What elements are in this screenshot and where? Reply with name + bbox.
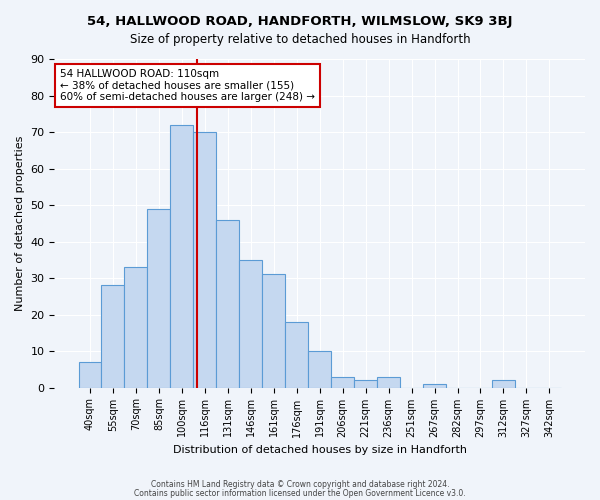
Bar	[331, 376, 354, 388]
Bar	[423, 384, 446, 388]
Bar	[101, 286, 124, 388]
Bar	[124, 267, 148, 388]
Bar	[170, 124, 193, 388]
Bar	[79, 362, 101, 388]
Text: Contains public sector information licensed under the Open Government Licence v3: Contains public sector information licen…	[134, 490, 466, 498]
Text: 54, HALLWOOD ROAD, HANDFORTH, WILMSLOW, SK9 3BJ: 54, HALLWOOD ROAD, HANDFORTH, WILMSLOW, …	[87, 15, 513, 28]
X-axis label: Distribution of detached houses by size in Handforth: Distribution of detached houses by size …	[173, 445, 467, 455]
Y-axis label: Number of detached properties: Number of detached properties	[15, 136, 25, 311]
Text: Size of property relative to detached houses in Handforth: Size of property relative to detached ho…	[130, 32, 470, 46]
Bar	[193, 132, 217, 388]
Bar	[285, 322, 308, 388]
Bar	[492, 380, 515, 388]
Bar	[239, 260, 262, 388]
Bar	[217, 220, 239, 388]
Bar	[262, 274, 285, 388]
Bar	[308, 351, 331, 388]
Text: 54 HALLWOOD ROAD: 110sqm
← 38% of detached houses are smaller (155)
60% of semi-: 54 HALLWOOD ROAD: 110sqm ← 38% of detach…	[60, 69, 315, 102]
Text: Contains HM Land Registry data © Crown copyright and database right 2024.: Contains HM Land Registry data © Crown c…	[151, 480, 449, 489]
Bar	[354, 380, 377, 388]
Bar	[148, 208, 170, 388]
Bar	[377, 376, 400, 388]
